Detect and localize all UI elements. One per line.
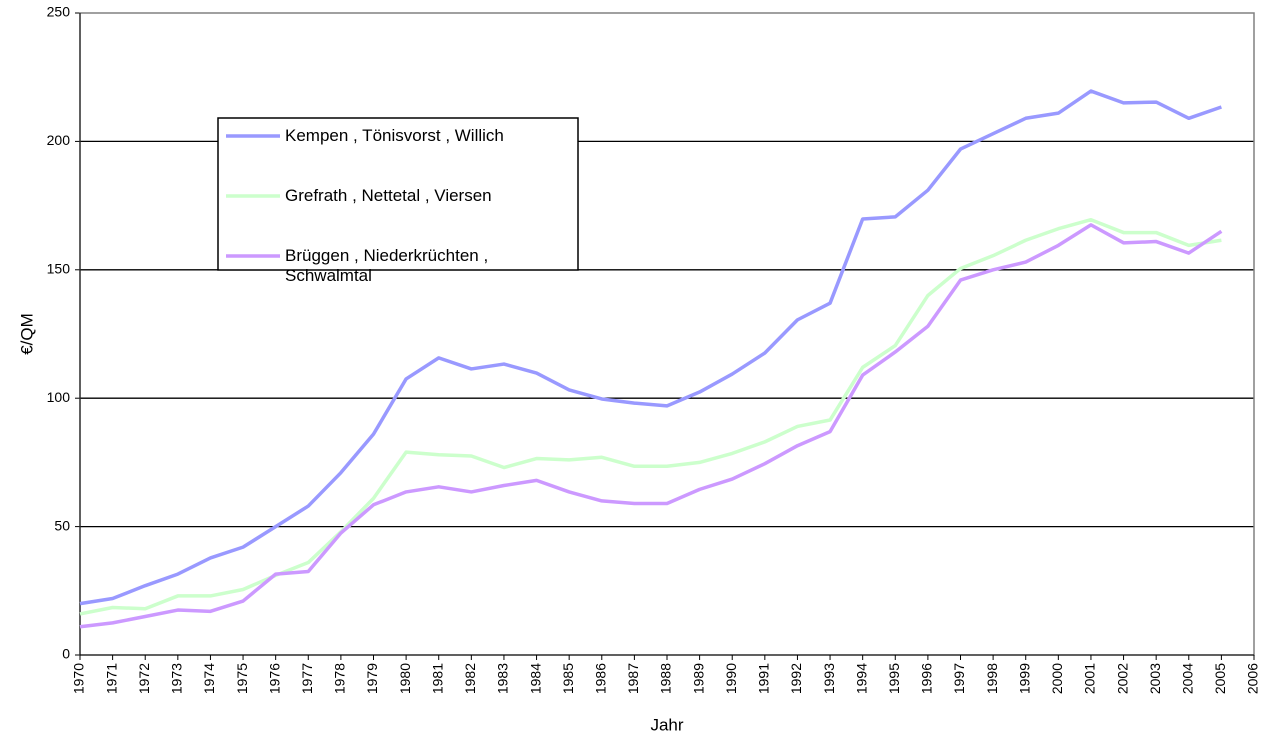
legend-box	[217, 117, 579, 271]
y-tick-label: 150	[47, 261, 71, 277]
legend-entry: Brüggen , Niederkrüchten , Schwalmtal	[285, 246, 489, 285]
x-tick-label: 1999	[1016, 663, 1032, 694]
y-tick-label: 250	[47, 4, 71, 20]
x-tick-label: 1986	[592, 663, 608, 694]
x-tick-label: 2005	[1212, 663, 1228, 694]
x-tick-label: 1984	[527, 663, 543, 694]
x-tick-label: 1975	[234, 663, 250, 694]
y-tick-label: 100	[47, 389, 71, 405]
x-tick-label: 1993	[821, 663, 837, 694]
x-tick-label: 1982	[462, 663, 478, 694]
x-tick-label: 1970	[71, 663, 87, 694]
x-tick-label: 2003	[1147, 663, 1163, 694]
x-tick-label: 1981	[429, 663, 445, 694]
x-axis-title: Jahr	[650, 715, 683, 734]
x-tick-label: 2002	[1114, 663, 1130, 694]
legend-label: Brüggen , Niederkrüchten , Schwalmtal	[285, 246, 489, 285]
series-line	[79, 89, 1222, 606]
x-tick-label: 1973	[169, 663, 185, 694]
x-tick-label: 1995	[886, 663, 902, 694]
x-tick-label: 2000	[1049, 663, 1065, 694]
x-tick-label: 1985	[560, 663, 576, 694]
x-tick-label: 1997	[951, 663, 967, 694]
series-line	[79, 217, 1222, 616]
x-tick-label: 1994	[853, 663, 869, 694]
legend-label: Kempen , Tönisvorst , Willich	[285, 126, 504, 145]
x-tick-label: 1996	[919, 663, 935, 694]
x-tick-label: 1987	[625, 663, 641, 694]
x-tick-label: 1990	[723, 663, 739, 694]
legend-label: Grefrath , Nettetal , Viersen	[285, 186, 492, 205]
x-tick-label: 1971	[103, 663, 119, 694]
y-axis-title: €/QM	[17, 313, 36, 355]
y-tick-label: 0	[62, 646, 70, 662]
x-tick-label: 1977	[299, 663, 315, 694]
x-tick-label: 1991	[756, 663, 772, 694]
x-tick-label: 1989	[690, 663, 706, 694]
series-line	[79, 223, 1223, 629]
y-tick-label: 200	[47, 132, 71, 148]
x-tick-label: 1978	[332, 663, 348, 694]
x-tick-label: 1972	[136, 663, 152, 694]
x-tick-label: 2001	[1082, 663, 1098, 694]
x-tick-label: 1983	[495, 663, 511, 694]
legend-entry: Grefrath , Nettetal , Viersen	[285, 186, 492, 205]
plot-border	[79, 12, 1255, 656]
x-tick-label: 1988	[658, 663, 674, 694]
x-tick-label: 1979	[364, 663, 380, 694]
x-tick-label: 1980	[397, 663, 413, 694]
x-tick-label: 1974	[201, 663, 217, 694]
x-tick-label: 2004	[1179, 663, 1195, 694]
legend-entry: Kempen , Tönisvorst , Willich	[285, 126, 504, 145]
x-tick-label: 1976	[266, 663, 282, 694]
x-tick-label: 1992	[788, 663, 804, 694]
x-tick-label: 2006	[1245, 663, 1261, 694]
x-tick-label: 1998	[984, 663, 1000, 694]
y-tick-label: 50	[54, 517, 70, 533]
